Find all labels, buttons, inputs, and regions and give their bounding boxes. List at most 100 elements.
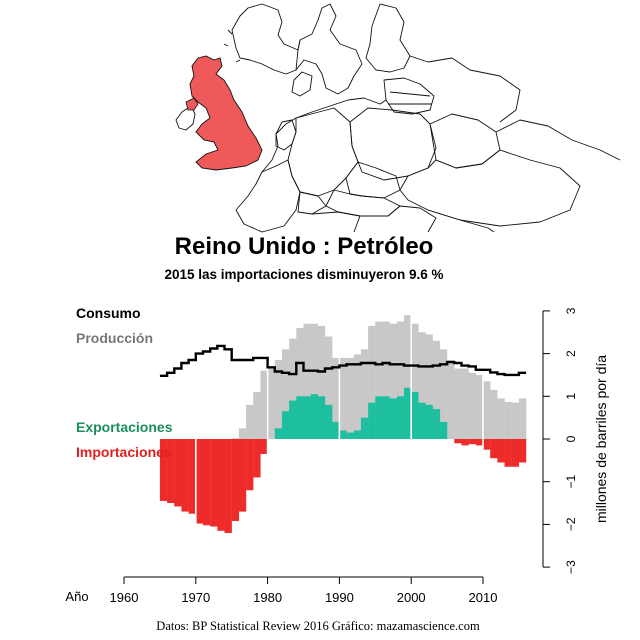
imports-bar <box>475 439 484 446</box>
map-islands <box>223 29 241 63</box>
map-scandinavia <box>231 3 363 95</box>
production-bar <box>447 360 455 439</box>
production-bar <box>274 360 283 439</box>
map-hungary <box>387 205 437 233</box>
production-bar <box>468 372 476 439</box>
imports-bar <box>260 439 268 454</box>
imports-bar <box>231 439 240 521</box>
production-bar <box>454 368 462 439</box>
exports-bar <box>404 387 412 439</box>
production-bar <box>497 398 505 439</box>
imports-bar <box>253 439 261 478</box>
exports-bar <box>439 421 448 439</box>
exports-bar <box>346 432 354 439</box>
exports-bar <box>382 396 390 439</box>
exports-bar <box>317 396 326 439</box>
legend-imports: Importaciones <box>76 444 172 460</box>
imports-bar <box>210 439 218 527</box>
exports-bar <box>389 398 397 439</box>
imports-bar <box>224 439 232 533</box>
production-bar <box>281 349 290 439</box>
exports-bar <box>432 409 441 439</box>
imports-bar <box>188 439 196 514</box>
imports-bar <box>181 439 189 512</box>
imports-bar <box>454 439 462 444</box>
legend-exports: Exportaciones <box>76 419 173 435</box>
map-united-kingdom <box>189 55 263 171</box>
imports-bar <box>461 439 469 446</box>
production-bar <box>368 325 376 439</box>
exports-bar <box>289 400 297 439</box>
map-denmark <box>291 71 313 97</box>
imports-bar <box>217 439 225 531</box>
uk-highlight <box>185 55 263 171</box>
production-bar <box>418 332 426 439</box>
production-bar <box>425 334 433 439</box>
map-belarus <box>429 113 501 169</box>
y-tick-label: 3 <box>564 307 578 314</box>
x-axis: Año 1960 1970 1980 1990 2000 2010 <box>65 576 497 605</box>
imports-bar <box>504 439 512 467</box>
imports-bar <box>483 439 491 450</box>
map-baltic-lines <box>388 91 432 105</box>
chart-subtitle: 2015 las importaciones disminuyeron 9.6 … <box>164 267 443 282</box>
production-bars <box>231 315 527 439</box>
imports-bars <box>159 439 527 533</box>
y-axis-label: millones de barriles por día <box>593 355 609 523</box>
exports-bar <box>375 396 383 439</box>
production-bar <box>253 392 261 439</box>
x-tick-label: 1960 <box>110 590 139 605</box>
production-bar <box>296 327 304 439</box>
production-bar <box>346 357 354 439</box>
y-tick-label: 0 <box>564 435 578 442</box>
production-bar <box>475 374 484 439</box>
map-russia-east <box>409 55 521 123</box>
y-tick-label: −3 <box>564 560 578 574</box>
production-bar <box>339 357 347 439</box>
map-ukraine <box>399 149 581 227</box>
exports-bar <box>281 411 290 439</box>
map-finland <box>365 3 411 73</box>
exports-bar <box>425 404 433 439</box>
production-bar <box>360 349 369 439</box>
production-bar <box>260 370 268 439</box>
exports-bar <box>310 394 319 439</box>
imports-bar <box>174 439 182 507</box>
production-bar <box>353 354 362 439</box>
exports-bar <box>274 428 283 439</box>
production-bar <box>325 336 333 439</box>
legend-consumption: Consumo <box>76 305 141 321</box>
exports-bar <box>418 402 426 439</box>
exports-bar <box>353 430 362 439</box>
map-russia-border <box>495 119 621 161</box>
legend-production: Producción <box>76 330 153 346</box>
production-bar <box>310 323 319 439</box>
exports-bar <box>360 417 369 439</box>
imports-bar <box>195 439 204 524</box>
map-switzerland <box>297 191 327 215</box>
map-northern-ireland <box>185 97 199 111</box>
production-bar <box>289 338 297 439</box>
map-romania <box>427 209 495 233</box>
production-bar <box>490 389 498 439</box>
map-poland <box>349 107 437 181</box>
map-italy-north <box>311 211 361 233</box>
y-tick-label: −2 <box>564 517 578 531</box>
production-bar <box>518 398 527 439</box>
map-france <box>235 159 301 233</box>
consumption-line <box>159 344 527 377</box>
production-bar <box>231 438 240 439</box>
production-bar <box>303 323 311 439</box>
production-bar <box>439 349 448 439</box>
exports-bar <box>325 404 333 439</box>
production-bar <box>396 321 405 439</box>
production-bar <box>382 321 390 439</box>
map-czech <box>345 161 401 199</box>
exports-bar <box>303 396 311 439</box>
exports-bar <box>368 402 376 439</box>
exports-bars <box>274 387 448 439</box>
imports-bar <box>468 439 476 445</box>
plot-area <box>159 310 527 568</box>
production-bar <box>432 340 441 439</box>
